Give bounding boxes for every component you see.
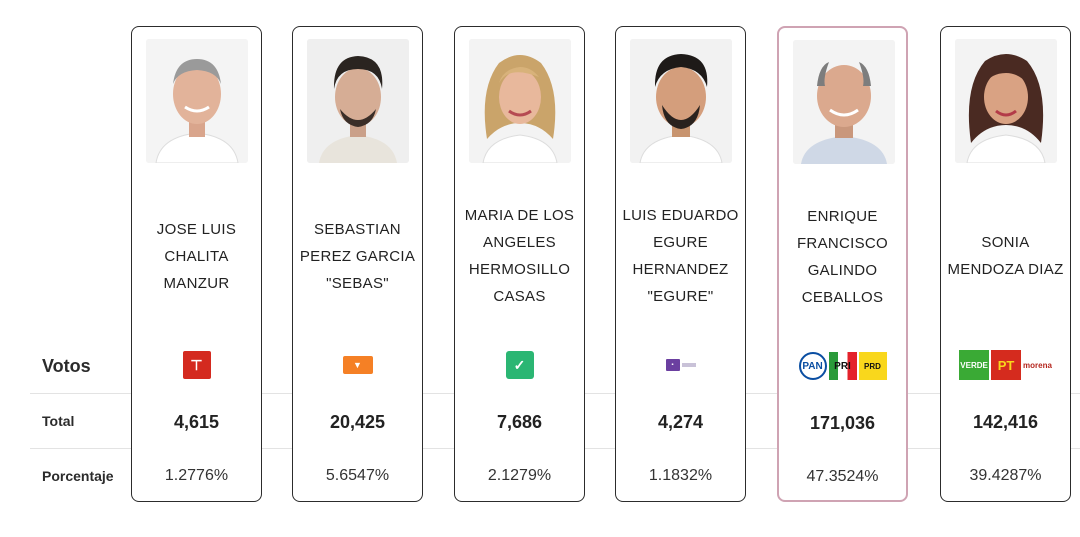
candidate-name: ENRIQUE FRANCISCO GALINDO CEBALLOS: [796, 208, 889, 306]
candidate-card[interactable]: SEBASTIAN PEREZ GARCIA "SEBAS" ▼ 20,425 …: [292, 26, 423, 502]
party-logo-mc: ▼: [293, 350, 422, 380]
party-logo-pc: ⊤: [132, 350, 261, 380]
candidate-card[interactable]: SONIA MENDOZA DIAZ VERDE PT morena 142,4…: [940, 26, 1071, 502]
total-votes: 142,416: [972, 412, 1039, 432]
candidate-photo: [469, 39, 571, 163]
party-logo-pan-pri-prd: PAN PRI PRD: [779, 351, 906, 381]
total-votes: 4,615: [173, 412, 220, 432]
mc-party-icon: ▼: [342, 356, 373, 374]
porcentaje-label: Porcentaje: [42, 468, 114, 484]
total-label: Total: [42, 413, 75, 429]
party-logo-verde-pt-morena: VERDE PT morena: [941, 350, 1070, 380]
candidate-card[interactable]: JOSE LUIS CHALITA MANZUR ⊤ 4,615 1.2776%: [131, 26, 262, 502]
total-votes: 20,425: [329, 412, 386, 432]
pcl-party-icon: ▪: [665, 359, 680, 371]
candidate-name: SONIA MENDOZA DIAZ: [947, 234, 1064, 278]
pt-party-icon: PT: [991, 350, 1022, 380]
pc-party-icon: ⊤: [182, 351, 211, 379]
candidate-card[interactable]: LUIS EDUARDO EGURE HERNANDEZ "EGURE" ▪ 4…: [615, 26, 746, 502]
candidate-photo: [793, 40, 895, 164]
party-logo-pcl: ▪: [616, 350, 745, 380]
morena-party-icon: morena: [1023, 360, 1052, 370]
candidate-photo: [146, 39, 248, 163]
candidate-photo: [630, 39, 732, 163]
vote-percentage: 1.2776%: [164, 467, 229, 484]
vote-percentage: 5.6547%: [325, 467, 390, 484]
candidate-name: JOSE LUIS CHALITA MANZUR: [156, 220, 237, 292]
candidate-card[interactable]: MARIA DE LOS ANGELES HERMOSILLO CASAS ✓ …: [454, 26, 585, 502]
prd-party-icon: PRD: [858, 352, 887, 380]
vote-percentage: 1.1832%: [648, 467, 713, 484]
candidate-card-winner[interactable]: ENRIQUE FRANCISCO GALINDO CEBALLOS PAN P…: [777, 26, 908, 502]
vote-percentage: 2.1279%: [487, 467, 552, 484]
votos-label: Votos: [42, 356, 91, 376]
candidate-name: MARIA DE LOS ANGELES HERMOSILLO CASAS: [464, 207, 575, 305]
pri-party-icon: PRI: [828, 352, 857, 380]
vote-percentage: 39.4287%: [969, 467, 1042, 484]
candidate-name: LUIS EDUARDO EGURE HERNANDEZ "EGURE": [622, 207, 739, 305]
total-votes: 7,686: [496, 412, 543, 432]
verde-party-icon: VERDE: [959, 350, 990, 380]
party-logo-abc: ✓: [455, 350, 584, 380]
pan-party-icon: PAN: [798, 352, 827, 380]
candidate-photo: [955, 39, 1057, 163]
total-votes: 4,274: [657, 412, 704, 432]
abc-party-icon: ✓: [505, 351, 534, 379]
vote-percentage: 47.3524%: [806, 468, 879, 485]
total-votes: 171,036: [809, 413, 876, 433]
candidate-name: SEBASTIAN PEREZ GARCIA "SEBAS": [299, 220, 416, 292]
candidate-photo: [307, 39, 409, 163]
